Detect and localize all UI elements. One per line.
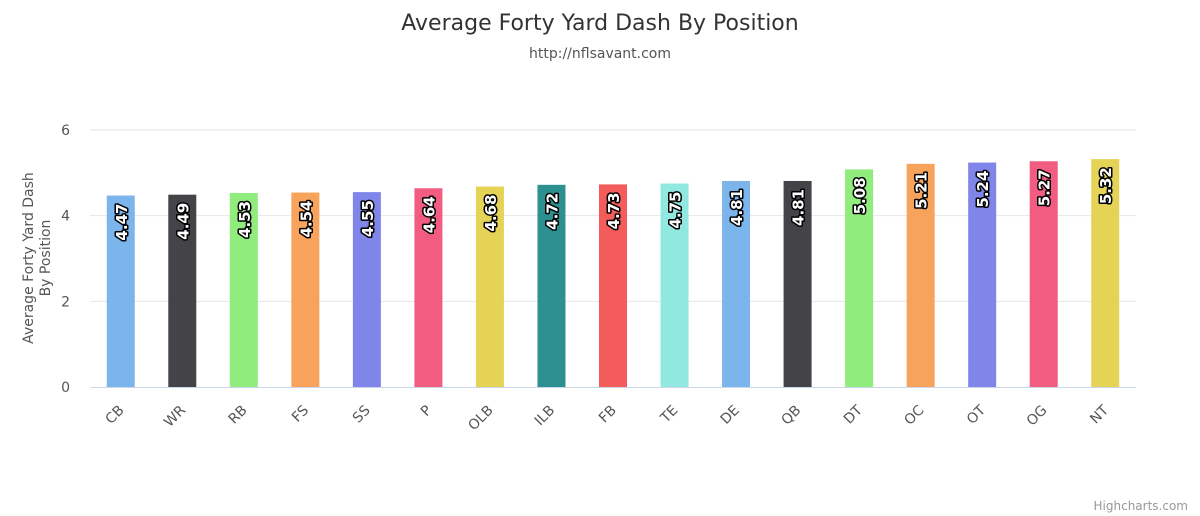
data-label: 4.64 xyxy=(420,196,438,233)
x-tick-label: CB xyxy=(103,403,128,428)
x-tick-label: FB xyxy=(596,403,620,427)
data-label: 4.81 xyxy=(790,189,808,226)
x-tick-label: OLB xyxy=(465,403,496,434)
data-label: 5.08 xyxy=(851,177,869,214)
y-tick-label: 6 xyxy=(61,123,70,139)
y-tick-label: 4 xyxy=(61,209,70,225)
x-tick-label: QB xyxy=(779,403,805,429)
data-label: 4.72 xyxy=(543,193,561,230)
x-tick-label: OC xyxy=(901,402,927,428)
data-label: 5.32 xyxy=(1097,167,1115,204)
x-axis-ticks: CB WR RB FS SS P OLB ILB FB TE DE QB DT OC OT OG NT xyxy=(103,402,1113,434)
chart-title: Average Forty Yard Dash By Position xyxy=(401,11,798,36)
x-tick-label: TE xyxy=(657,403,681,427)
x-tick-label: OT xyxy=(964,402,989,427)
chart-subtitle: http://nflsavant.com xyxy=(529,46,671,62)
y-axis-label: Average Forty Yard DashBy Position xyxy=(21,172,54,344)
data-label: 5.21 xyxy=(913,172,931,209)
data-labels: 4.47 4.49 4.53 4.54 4.55 4.64 4.68 4.72 4.73 4.75… xyxy=(113,167,1115,240)
data-label: 4.73 xyxy=(605,192,623,229)
credits-link[interactable]: Highcharts.com xyxy=(1094,499,1188,513)
x-tick-label: FS xyxy=(289,402,312,425)
x-tick-label: NT xyxy=(1087,402,1112,427)
data-label: 4.49 xyxy=(174,203,192,240)
x-tick-label: OG xyxy=(1024,403,1051,430)
data-label: 4.54 xyxy=(297,201,315,238)
x-tick-label: DT xyxy=(841,402,866,427)
data-label: 4.53 xyxy=(236,201,254,238)
data-label: 4.47 xyxy=(113,204,131,241)
x-tick-label: RB xyxy=(226,403,251,428)
data-label: 4.81 xyxy=(728,189,746,226)
y-tick-label: 0 xyxy=(61,380,70,396)
y-tick-label: 2 xyxy=(61,294,70,310)
x-tick-label: WR xyxy=(161,402,189,430)
x-tick-label: P xyxy=(418,403,435,420)
x-tick-label: ILB xyxy=(532,403,559,430)
data-label: 5.27 xyxy=(1036,169,1054,206)
data-label: 4.75 xyxy=(667,192,685,229)
data-label: 4.55 xyxy=(359,200,377,237)
x-tick-label: SS xyxy=(350,402,374,426)
data-label: 5.24 xyxy=(974,171,992,208)
y-axis-ticks: 0 2 4 6 xyxy=(61,123,70,396)
x-tick-label: DE xyxy=(718,403,743,428)
data-label: 4.68 xyxy=(482,195,500,232)
